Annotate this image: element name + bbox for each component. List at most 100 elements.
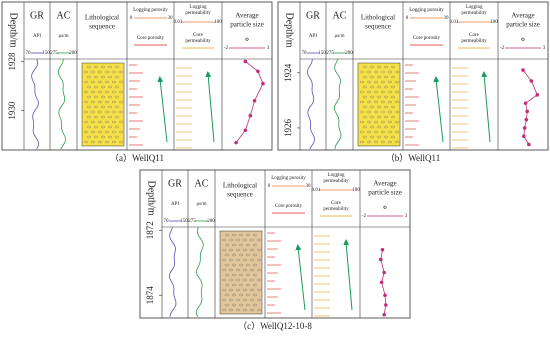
grain-symbol [391,65,395,69]
perm-core: Core [469,33,480,38]
grain-symbol [84,100,88,104]
grain-symbol [391,115,395,119]
grain-symbol [222,298,226,302]
grain-symbol [232,253,236,257]
grain-symbol [105,140,109,144]
grain-symbol [229,238,233,242]
grain-symbol [253,263,257,267]
grain-symbol [377,75,381,79]
grain-symbol [112,140,116,144]
grain-symbol [367,140,371,144]
grain-symbol [115,65,119,69]
grain-symbol [391,85,395,89]
grain-symbol [87,85,91,89]
lithology-body [81,62,125,147]
grain-symbol [239,273,243,277]
lith-header: sequence [365,23,391,31]
grain-symbol [367,80,371,84]
log-curve [195,226,204,318]
grain-symbol [115,75,119,79]
grain-symbol [115,115,119,119]
panel-frame [277,1,549,151]
grain-symbol [225,233,229,237]
grain-symbol [94,75,98,79]
grain-symbol [388,100,392,104]
scale-max: 30 [306,184,312,189]
trend-arrow [205,71,215,143]
grain-symbol [222,248,226,252]
grain-symbol [388,70,392,74]
gr-name: GR [306,10,320,21]
trend-arrow [433,76,444,143]
grain-symbol [108,75,112,79]
grain-symbol [91,140,95,144]
grain-symbol [222,268,226,272]
particle-point [234,140,238,145]
grain-symbol [115,85,119,89]
grain-symbol [232,293,236,297]
grain-symbol [363,125,367,129]
scale-max: 100 [214,20,222,25]
grain-symbol [229,288,233,292]
ac-unit: μs/m [197,202,207,207]
perm-core: Core [193,33,204,38]
grain-symbol [108,85,112,89]
grain-symbol [395,120,399,124]
grain-symbol [108,135,112,139]
grain-symbol [395,110,399,114]
grain-symbol [108,95,112,99]
grain-symbol [112,110,116,114]
grain-symbol [257,268,261,272]
grain-symbol [381,100,385,104]
scale-min: 0.01 [450,20,459,25]
trend-arrow [481,71,491,143]
grain-symbol [381,90,385,94]
grain-symbol [229,298,233,302]
grain-symbol [388,120,392,124]
grain-symbol [243,288,247,292]
grain-symbol [253,253,257,257]
particle-point [256,69,260,74]
grain-symbol [370,125,374,129]
grain-symbol [98,80,102,84]
scale-min: 275 [326,51,334,56]
grain-symbol [229,268,233,272]
grain-symbol [105,80,109,84]
grain-symbol [257,298,261,302]
grain-symbol [243,248,247,252]
scale-min: 70 [164,219,170,224]
grain-symbol [374,110,378,114]
grain-symbol [243,238,247,242]
lithology-body [357,62,401,147]
grain-symbol [232,233,236,237]
grain-symbol [84,130,88,134]
grain-symbol [384,105,388,109]
grain-symbol [246,253,250,257]
gr-name: GR [30,10,44,21]
scale-max: 3 [267,46,270,51]
grain-symbol [101,65,105,69]
grain-symbol [253,273,257,277]
grain-symbol [119,90,123,94]
grain-symbol [87,115,91,119]
grain-symbol [236,288,240,292]
particle-point [261,81,265,86]
grain-symbol [243,258,247,262]
gr-name: GR [168,178,182,189]
perm-logging: Logging [466,5,483,10]
particle-header: particle size [368,189,402,197]
grain-symbol [94,105,98,109]
scale-max: 200 [345,51,353,56]
grain-symbol [391,75,395,79]
grain-symbol [374,130,378,134]
depth-tick-label: 1926 [283,118,293,137]
log-curve [168,226,177,318]
grain-symbol [105,110,109,114]
grain-symbol [239,263,243,267]
particle-point [243,59,248,64]
grain-symbol [388,130,392,134]
particle-header: particle size [230,21,264,29]
grain-symbol [91,120,95,124]
trend-arrow [343,239,353,311]
grain-symbol [250,248,254,252]
